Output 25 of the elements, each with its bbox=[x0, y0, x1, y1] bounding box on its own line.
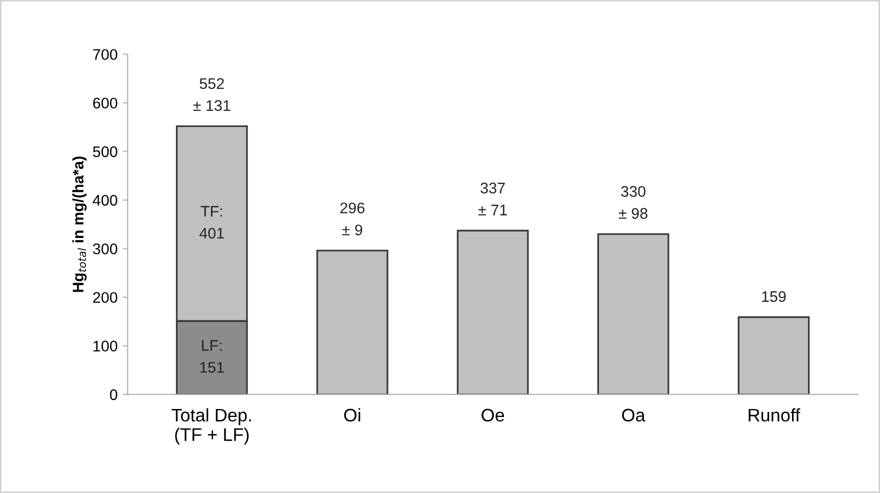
bar bbox=[456, 230, 529, 394]
y-tick-label: 400 bbox=[92, 194, 118, 206]
data-label: TF: 401 bbox=[199, 206, 224, 239]
y-tick-label: 100 bbox=[94, 340, 118, 352]
total-label: 337 ± 71 bbox=[478, 182, 507, 216]
x-tick-label: Oa bbox=[622, 408, 646, 422]
bar bbox=[738, 316, 810, 394]
total-label: 159 bbox=[762, 291, 786, 302]
total-label: 330 ± 98 bbox=[618, 186, 648, 219]
y-tick-label: 500 bbox=[93, 146, 118, 158]
data-label: LF: 151 bbox=[200, 340, 224, 373]
x-tick-label: Runoff bbox=[748, 408, 800, 422]
x-tick-label: Oi bbox=[344, 408, 360, 422]
bar bbox=[597, 233, 670, 394]
x-tick-label: Oe bbox=[482, 408, 504, 422]
total-label: 296 ± 9 bbox=[340, 202, 364, 236]
y-tick-label: 200 bbox=[93, 292, 118, 303]
y-tick-label: 600 bbox=[93, 98, 118, 109]
y-axis-title: Hg$_{total}$ in mg/(ha*a) bbox=[72, 156, 87, 292]
y-tick-label: 700 bbox=[93, 49, 118, 60]
x-tick-label: Total Dep. (TF + LF) bbox=[172, 408, 251, 445]
y-tick-label: 0 bbox=[110, 389, 118, 400]
y-tick-label: 300 bbox=[92, 243, 118, 254]
total-label: 552 ± 131 bbox=[193, 78, 230, 111]
bar bbox=[316, 250, 388, 394]
